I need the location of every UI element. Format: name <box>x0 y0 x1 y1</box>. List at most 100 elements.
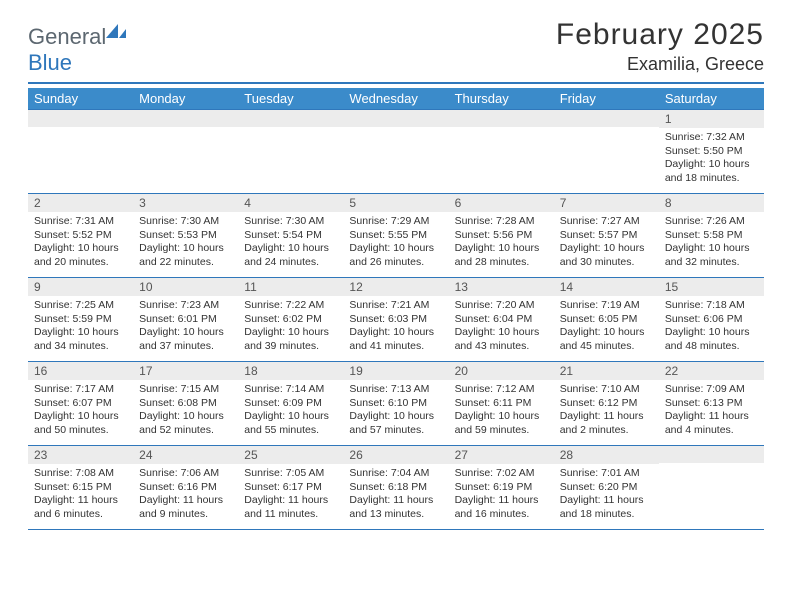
day-details: Sunrise: 7:09 AMSunset: 6:13 PMDaylight:… <box>659 380 764 442</box>
day-details: Sunrise: 7:26 AMSunset: 5:58 PMDaylight:… <box>659 212 764 274</box>
calendar-day-cell: 22Sunrise: 7:09 AMSunset: 6:13 PMDayligh… <box>659 362 764 446</box>
calendar-body: 1Sunrise: 7:32 AMSunset: 5:50 PMDaylight… <box>28 110 764 530</box>
day-details: Sunrise: 7:29 AMSunset: 5:55 PMDaylight:… <box>343 212 448 274</box>
calendar-day-cell <box>659 446 764 530</box>
day-number: 22 <box>659 362 764 380</box>
day-number: 21 <box>554 362 659 380</box>
day-number: 24 <box>133 446 238 464</box>
calendar-day-cell: 4Sunrise: 7:30 AMSunset: 5:54 PMDaylight… <box>238 194 343 278</box>
day-number <box>554 110 659 127</box>
day-details: Sunrise: 7:27 AMSunset: 5:57 PMDaylight:… <box>554 212 659 274</box>
day-number: 12 <box>343 278 448 296</box>
calendar-day-cell <box>343 110 448 194</box>
calendar-day-cell <box>133 110 238 194</box>
day-number <box>343 110 448 127</box>
day-number: 2 <box>28 194 133 212</box>
month-title: February 2025 <box>556 18 764 52</box>
day-number: 11 <box>238 278 343 296</box>
day-number: 15 <box>659 278 764 296</box>
day-number: 8 <box>659 194 764 212</box>
day-details: Sunrise: 7:05 AMSunset: 6:17 PMDaylight:… <box>238 464 343 526</box>
calendar-day-cell <box>28 110 133 194</box>
day-number: 9 <box>28 278 133 296</box>
day-number <box>449 110 554 127</box>
calendar-day-cell <box>238 110 343 194</box>
day-details: Sunrise: 7:12 AMSunset: 6:11 PMDaylight:… <box>449 380 554 442</box>
calendar-day-cell: 21Sunrise: 7:10 AMSunset: 6:12 PMDayligh… <box>554 362 659 446</box>
day-number: 23 <box>28 446 133 464</box>
calendar-day-cell: 6Sunrise: 7:28 AMSunset: 5:56 PMDaylight… <box>449 194 554 278</box>
calendar-week-row: 16Sunrise: 7:17 AMSunset: 6:07 PMDayligh… <box>28 362 764 446</box>
calendar-day-cell: 19Sunrise: 7:13 AMSunset: 6:10 PMDayligh… <box>343 362 448 446</box>
calendar-day-cell: 14Sunrise: 7:19 AMSunset: 6:05 PMDayligh… <box>554 278 659 362</box>
day-details: Sunrise: 7:14 AMSunset: 6:09 PMDaylight:… <box>238 380 343 442</box>
calendar-day-cell: 20Sunrise: 7:12 AMSunset: 6:11 PMDayligh… <box>449 362 554 446</box>
day-details: Sunrise: 7:15 AMSunset: 6:08 PMDaylight:… <box>133 380 238 442</box>
calendar-day-cell: 18Sunrise: 7:14 AMSunset: 6:09 PMDayligh… <box>238 362 343 446</box>
day-number: 4 <box>238 194 343 212</box>
day-number: 14 <box>554 278 659 296</box>
day-number: 28 <box>554 446 659 464</box>
day-details: Sunrise: 7:30 AMSunset: 5:53 PMDaylight:… <box>133 212 238 274</box>
weekday-header: Tuesday <box>238 88 343 110</box>
calendar-day-cell: 23Sunrise: 7:08 AMSunset: 6:15 PMDayligh… <box>28 446 133 530</box>
day-details: Sunrise: 7:06 AMSunset: 6:16 PMDaylight:… <box>133 464 238 526</box>
calendar-day-cell: 8Sunrise: 7:26 AMSunset: 5:58 PMDaylight… <box>659 194 764 278</box>
calendar-day-cell: 1Sunrise: 7:32 AMSunset: 5:50 PMDaylight… <box>659 110 764 194</box>
day-number <box>238 110 343 127</box>
top-divider <box>28 82 764 84</box>
calendar-day-cell: 16Sunrise: 7:17 AMSunset: 6:07 PMDayligh… <box>28 362 133 446</box>
day-number: 17 <box>133 362 238 380</box>
day-details: Sunrise: 7:22 AMSunset: 6:02 PMDaylight:… <box>238 296 343 358</box>
calendar-day-cell: 10Sunrise: 7:23 AMSunset: 6:01 PMDayligh… <box>133 278 238 362</box>
logo-blue: Blue <box>28 50 72 75</box>
calendar-day-cell: 27Sunrise: 7:02 AMSunset: 6:19 PMDayligh… <box>449 446 554 530</box>
weekday-header-row: Sunday Monday Tuesday Wednesday Thursday… <box>28 88 764 110</box>
day-number: 16 <box>28 362 133 380</box>
calendar-day-cell: 11Sunrise: 7:22 AMSunset: 6:02 PMDayligh… <box>238 278 343 362</box>
day-number <box>659 446 764 463</box>
day-number <box>133 110 238 127</box>
day-details: Sunrise: 7:25 AMSunset: 5:59 PMDaylight:… <box>28 296 133 358</box>
day-details: Sunrise: 7:18 AMSunset: 6:06 PMDaylight:… <box>659 296 764 358</box>
day-number <box>28 110 133 127</box>
day-details: Sunrise: 7:32 AMSunset: 5:50 PMDaylight:… <box>659 128 764 190</box>
day-number: 7 <box>554 194 659 212</box>
calendar-week-row: 9Sunrise: 7:25 AMSunset: 5:59 PMDaylight… <box>28 278 764 362</box>
location: Examilia, Greece <box>556 54 764 75</box>
day-number: 20 <box>449 362 554 380</box>
calendar-day-cell: 17Sunrise: 7:15 AMSunset: 6:08 PMDayligh… <box>133 362 238 446</box>
day-details: Sunrise: 7:13 AMSunset: 6:10 PMDaylight:… <box>343 380 448 442</box>
weekday-header: Wednesday <box>343 88 448 110</box>
header: General Blue February 2025 Examilia, Gre… <box>28 18 764 76</box>
calendar-day-cell: 15Sunrise: 7:18 AMSunset: 6:06 PMDayligh… <box>659 278 764 362</box>
calendar-day-cell: 9Sunrise: 7:25 AMSunset: 5:59 PMDaylight… <box>28 278 133 362</box>
weekday-header: Saturday <box>659 88 764 110</box>
day-number: 27 <box>449 446 554 464</box>
logo-general: General <box>28 24 106 49</box>
day-number: 26 <box>343 446 448 464</box>
day-number: 19 <box>343 362 448 380</box>
calendar-page: General Blue February 2025 Examilia, Gre… <box>0 0 792 530</box>
day-details: Sunrise: 7:20 AMSunset: 6:04 PMDaylight:… <box>449 296 554 358</box>
logo-text: General Blue <box>28 24 126 76</box>
day-number: 25 <box>238 446 343 464</box>
day-details: Sunrise: 7:23 AMSunset: 6:01 PMDaylight:… <box>133 296 238 358</box>
calendar-day-cell: 25Sunrise: 7:05 AMSunset: 6:17 PMDayligh… <box>238 446 343 530</box>
day-details: Sunrise: 7:02 AMSunset: 6:19 PMDaylight:… <box>449 464 554 526</box>
calendar-day-cell <box>554 110 659 194</box>
calendar-table: Sunday Monday Tuesday Wednesday Thursday… <box>28 88 764 530</box>
calendar-week-row: 1Sunrise: 7:32 AMSunset: 5:50 PMDaylight… <box>28 110 764 194</box>
calendar-day-cell: 28Sunrise: 7:01 AMSunset: 6:20 PMDayligh… <box>554 446 659 530</box>
day-details: Sunrise: 7:04 AMSunset: 6:18 PMDaylight:… <box>343 464 448 526</box>
day-number: 3 <box>133 194 238 212</box>
day-details: Sunrise: 7:19 AMSunset: 6:05 PMDaylight:… <box>554 296 659 358</box>
weekday-header: Monday <box>133 88 238 110</box>
calendar-day-cell: 5Sunrise: 7:29 AMSunset: 5:55 PMDaylight… <box>343 194 448 278</box>
weekday-header: Sunday <box>28 88 133 110</box>
day-number: 5 <box>343 194 448 212</box>
calendar-day-cell: 13Sunrise: 7:20 AMSunset: 6:04 PMDayligh… <box>449 278 554 362</box>
day-details: Sunrise: 7:21 AMSunset: 6:03 PMDaylight:… <box>343 296 448 358</box>
calendar-day-cell: 2Sunrise: 7:31 AMSunset: 5:52 PMDaylight… <box>28 194 133 278</box>
day-details: Sunrise: 7:10 AMSunset: 6:12 PMDaylight:… <box>554 380 659 442</box>
